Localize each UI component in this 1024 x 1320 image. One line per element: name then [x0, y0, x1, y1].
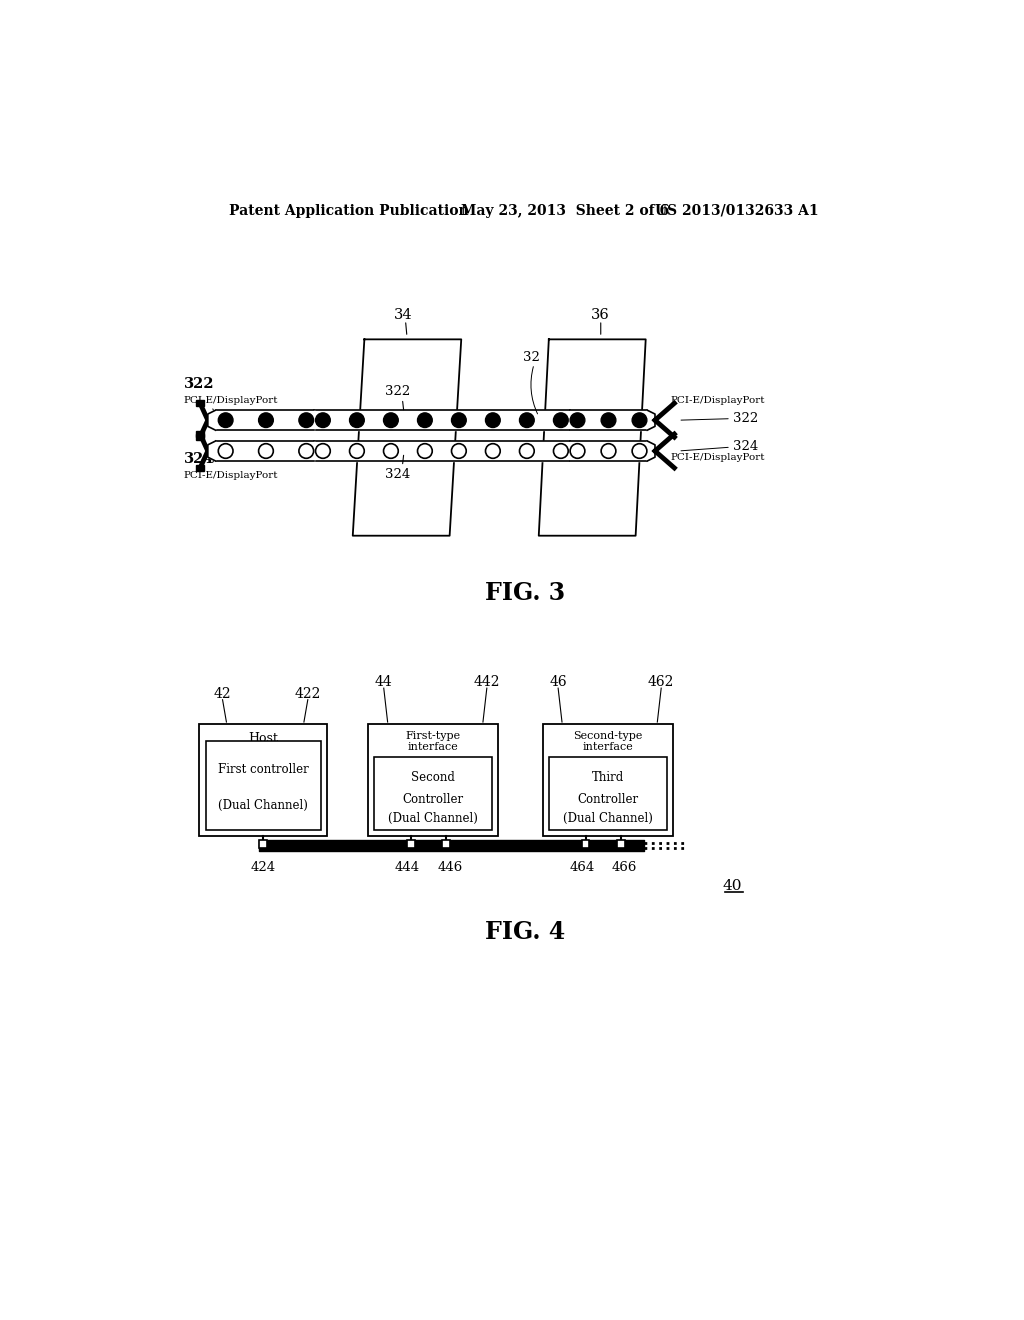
Text: 466: 466	[612, 861, 637, 874]
Text: 322: 322	[183, 378, 214, 391]
Text: 442: 442	[473, 675, 500, 689]
Bar	[375, 756, 493, 830]
Polygon shape	[539, 339, 646, 536]
Polygon shape	[197, 465, 204, 471]
Text: 32: 32	[522, 351, 540, 363]
Bar	[200, 725, 328, 836]
Polygon shape	[208, 441, 216, 461]
Circle shape	[299, 444, 313, 458]
Polygon shape	[197, 434, 204, 441]
Circle shape	[485, 444, 500, 458]
Text: 42: 42	[214, 686, 231, 701]
Text: 464: 464	[569, 861, 594, 874]
Text: Second-type
interface: Second-type interface	[573, 730, 642, 752]
Circle shape	[218, 413, 233, 428]
Text: 424: 424	[251, 861, 275, 874]
Circle shape	[259, 413, 273, 428]
Bar	[369, 725, 499, 836]
Polygon shape	[647, 411, 655, 430]
Text: FIG. 4: FIG. 4	[484, 920, 565, 944]
Circle shape	[349, 444, 365, 458]
Text: 322: 322	[732, 412, 758, 425]
Polygon shape	[352, 339, 461, 536]
Circle shape	[452, 444, 466, 458]
Text: PCI-E/DisplayPort: PCI-E/DisplayPort	[183, 396, 279, 405]
Text: 324: 324	[183, 451, 214, 466]
Circle shape	[570, 413, 585, 428]
Text: Controller: Controller	[402, 792, 464, 805]
Text: Patent Application Publication: Patent Application Publication	[228, 203, 468, 218]
Circle shape	[519, 444, 535, 458]
Circle shape	[384, 413, 398, 428]
Text: US 2013/0132633 A1: US 2013/0132633 A1	[655, 203, 818, 218]
Polygon shape	[208, 411, 216, 430]
Circle shape	[418, 413, 432, 428]
Circle shape	[384, 444, 398, 458]
Circle shape	[601, 444, 615, 458]
Bar	[259, 840, 267, 847]
Circle shape	[554, 444, 568, 458]
Circle shape	[315, 444, 331, 458]
Circle shape	[452, 413, 466, 428]
Text: 324: 324	[385, 467, 411, 480]
Text: 462: 462	[648, 675, 675, 689]
Text: First controller: First controller	[218, 763, 308, 776]
Text: (Dual Channel): (Dual Channel)	[218, 799, 308, 812]
Bar	[442, 840, 451, 847]
Bar	[543, 725, 673, 836]
Text: 422: 422	[295, 686, 321, 701]
Text: PCI-E/DisplayPort: PCI-E/DisplayPort	[671, 453, 765, 462]
Circle shape	[632, 444, 647, 458]
Circle shape	[218, 444, 233, 458]
Text: 36: 36	[592, 308, 610, 322]
Text: May 23, 2013  Sheet 2 of 6: May 23, 2013 Sheet 2 of 6	[461, 203, 670, 218]
Circle shape	[259, 444, 273, 458]
Text: FIG. 3: FIG. 3	[484, 581, 565, 606]
Text: PCI-E/DisplayPort: PCI-E/DisplayPort	[183, 471, 279, 480]
Bar	[582, 840, 590, 847]
Text: Second: Second	[412, 771, 456, 784]
Text: PCI-E/DisplayPort: PCI-E/DisplayPort	[671, 396, 765, 405]
Polygon shape	[197, 400, 204, 407]
Circle shape	[485, 413, 500, 428]
Text: 322: 322	[385, 385, 411, 399]
Circle shape	[554, 413, 568, 428]
Circle shape	[570, 444, 585, 458]
Text: 40: 40	[723, 879, 742, 894]
Text: Host: Host	[248, 733, 279, 744]
Text: 44: 44	[375, 675, 392, 689]
Circle shape	[349, 413, 365, 428]
Text: 46: 46	[549, 675, 567, 689]
Text: 324: 324	[732, 440, 758, 453]
Circle shape	[315, 413, 331, 428]
Polygon shape	[647, 441, 655, 461]
Circle shape	[632, 413, 647, 428]
Bar	[206, 742, 321, 830]
Text: (Dual Channel): (Dual Channel)	[563, 812, 652, 825]
Text: Controller: Controller	[578, 792, 638, 805]
Circle shape	[299, 413, 313, 428]
Text: 444: 444	[395, 861, 420, 874]
Circle shape	[601, 413, 615, 428]
Text: Third: Third	[592, 771, 624, 784]
Text: First-type
interface: First-type interface	[406, 730, 461, 752]
Polygon shape	[197, 430, 204, 437]
Bar	[408, 840, 415, 847]
Text: 34: 34	[394, 308, 413, 322]
Bar	[616, 840, 625, 847]
Text: 446: 446	[437, 861, 463, 874]
Circle shape	[519, 413, 535, 428]
Text: (Dual Channel): (Dual Channel)	[388, 812, 478, 825]
Bar	[549, 756, 667, 830]
Circle shape	[418, 444, 432, 458]
